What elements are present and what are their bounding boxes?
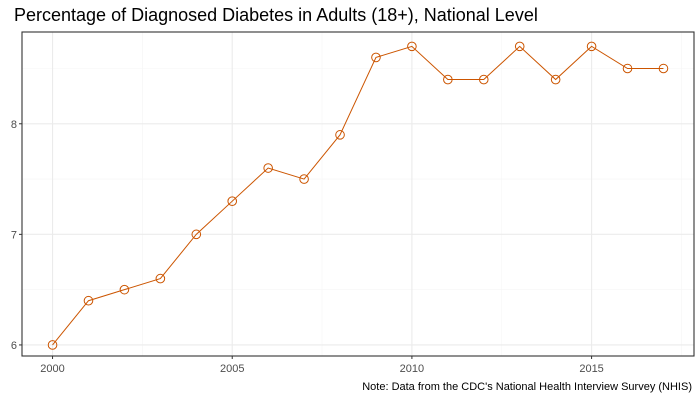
y-tick-label: 8 (11, 119, 17, 131)
data-point (299, 174, 309, 184)
data-point (191, 229, 202, 240)
plot-panel (22, 32, 694, 356)
x-tick-label: 2000 (40, 363, 64, 375)
data-point (335, 130, 345, 140)
grid-lines (22, 32, 694, 356)
axes: 2000 2005 2010 2015 6 7 8 (11, 119, 604, 375)
chart-caption: Note: Data from the CDC's National Healt… (362, 381, 692, 393)
series-line (52, 45, 664, 346)
data-point (622, 63, 633, 74)
series-group (47, 41, 669, 350)
x-tick-label: 2010 (400, 363, 424, 375)
data-point (227, 196, 238, 206)
x-tick-label: 2005 (220, 363, 244, 375)
data-point (47, 340, 58, 350)
y-tick-label: 6 (11, 340, 17, 352)
data-point (407, 41, 417, 52)
x-tick-label: 2015 (579, 363, 603, 375)
data-point (119, 284, 130, 295)
data-point (83, 295, 94, 306)
data-point (155, 273, 166, 284)
data-point (371, 52, 381, 63)
data-point (514, 41, 525, 52)
data-point (550, 74, 561, 85)
data-point (658, 63, 669, 74)
data-point (478, 74, 489, 85)
data-point (263, 163, 273, 173)
data-point (443, 74, 453, 85)
panel-border (21, 31, 695, 357)
data-point (586, 41, 597, 52)
y-tick-label: 7 (11, 229, 17, 241)
chart-title: Percentage of Diagnosed Diabetes in Adul… (14, 5, 538, 25)
